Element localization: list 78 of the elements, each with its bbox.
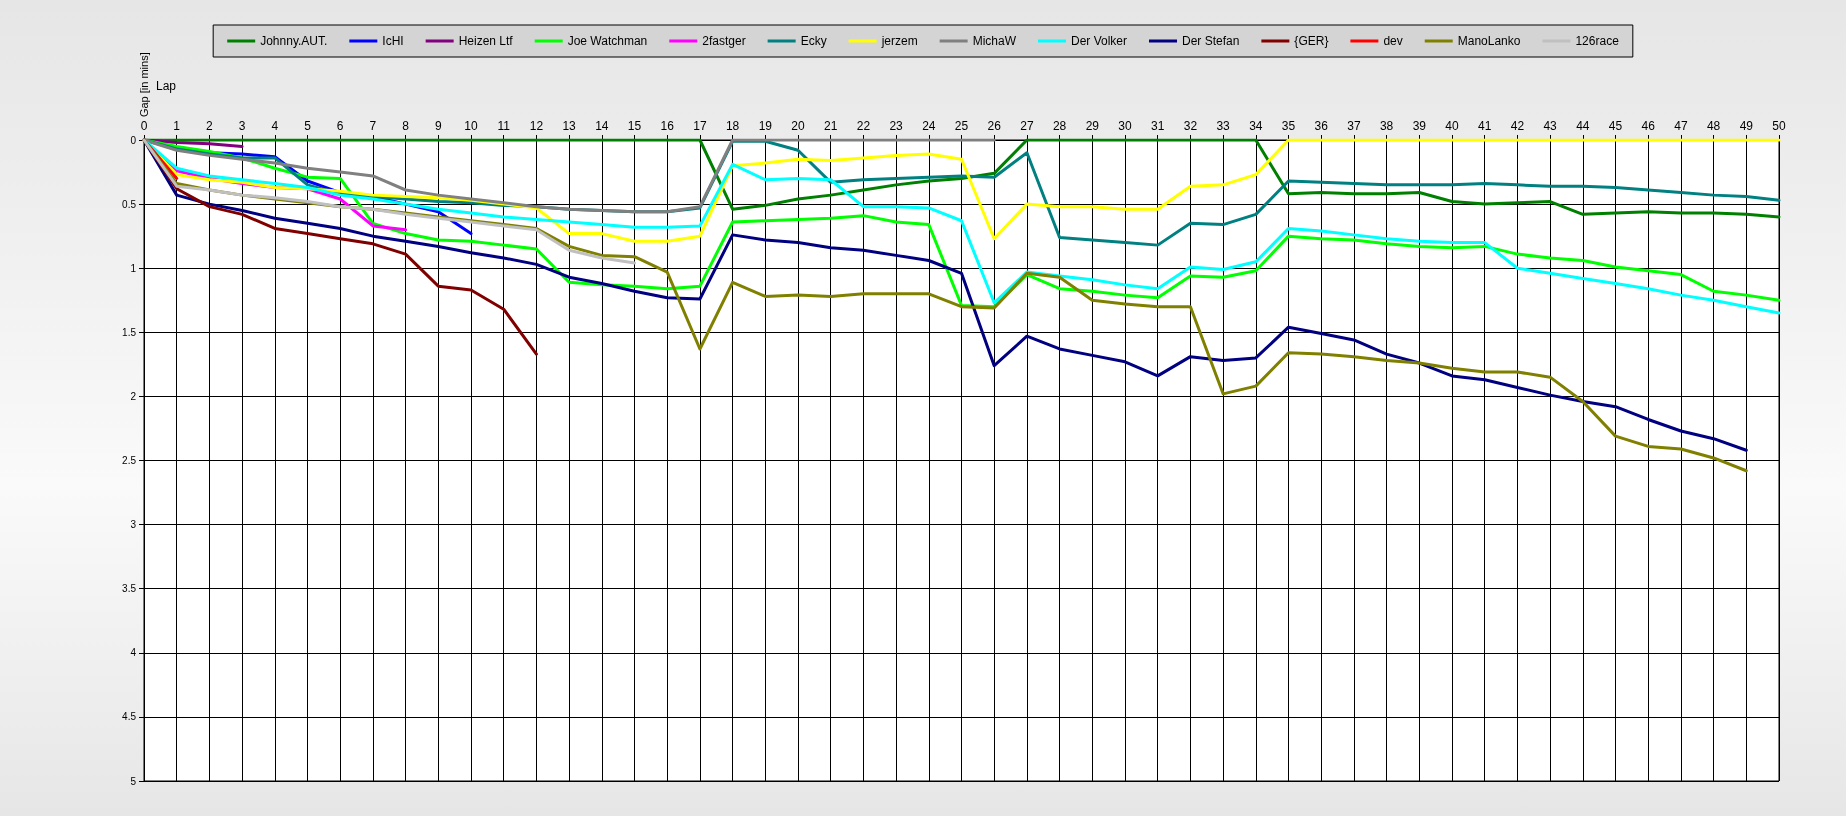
y-tick-label: 5 [130, 775, 137, 787]
legend-label: IcHI [382, 34, 404, 48]
x-tick-label: 35 [1281, 119, 1296, 133]
x-tick-label: 46 [1641, 119, 1656, 133]
x-tick-label: 25 [954, 119, 969, 133]
x-tick-label: 7 [369, 119, 377, 133]
x-tick-label: 50 [1772, 119, 1786, 133]
x-tick-label: 1 [173, 119, 181, 133]
x-tick-label: 5 [304, 119, 312, 133]
x-tick-label: 40 [1445, 119, 1459, 133]
legend-label: Joe Watchman [567, 34, 648, 48]
y-tick-label: 3.5 [122, 583, 137, 595]
x-tick-label: 33 [1216, 119, 1231, 133]
legend-label: Der Volker [1070, 34, 1128, 48]
x-tick-label: 28 [1052, 119, 1067, 133]
x-tick-label: 11 [497, 119, 511, 133]
x-tick-label: 38 [1379, 119, 1394, 133]
legend-label: Ecky [800, 34, 827, 48]
legend-label: Johnny.AUT. [260, 34, 328, 48]
y-tick-label: 1.5 [122, 326, 137, 338]
legend-label: Heizen Ltf [458, 34, 514, 48]
x-tick-label: 39 [1412, 119, 1427, 133]
x-tick-label: 2 [206, 119, 214, 133]
x-tick-label: 43 [1543, 119, 1558, 133]
y-axis-title: Gap [in mins] [138, 52, 150, 118]
legend-label: MichaW [972, 34, 1017, 48]
legend-label: Der Stefan [1182, 34, 1240, 48]
x-tick-label: 17 [693, 119, 707, 133]
x-tick-label: 8 [402, 119, 410, 133]
x-tick-label: 27 [1020, 119, 1034, 133]
legend-label: ManoLanko [1457, 34, 1521, 48]
x-tick-label: 21 [824, 119, 838, 133]
legend-label: 2fastger [702, 34, 746, 48]
x-tick-label: 49 [1739, 119, 1754, 133]
x-tick-label: 20 [791, 119, 805, 133]
x-tick-label: 29 [1085, 119, 1100, 133]
y-tick-label: 3 [130, 519, 137, 531]
x-tick-label: 45 [1608, 119, 1623, 133]
legend-label: dev [1383, 34, 1403, 48]
y-tick-label: 2.5 [122, 455, 137, 466]
legend-label: jerzem [880, 34, 918, 48]
x-tick-label: 30 [1118, 119, 1132, 133]
x-tick-label: 34 [1249, 119, 1263, 133]
x-tick-label: 23 [889, 119, 904, 133]
y-tick-label: 4 [130, 647, 137, 659]
legend-label: 126race [1575, 34, 1620, 48]
x-tick-label: 3 [238, 119, 246, 133]
x-tick-label: 6 [336, 119, 344, 133]
x-tick-label: 16 [660, 119, 675, 133]
x-tick-label: 14 [595, 119, 609, 133]
x-tick-label: 9 [434, 119, 442, 133]
x-tick-label: 18 [725, 119, 740, 133]
x-tick-label: 13 [562, 119, 577, 133]
x-tick-label: 26 [987, 119, 1002, 133]
x-tick-label: 41 [1478, 119, 1492, 133]
x-tick-label: 24 [922, 119, 936, 133]
x-tick-label: 44 [1576, 119, 1590, 133]
y-tick-label: 0.5 [122, 198, 137, 210]
y-tick-label: 1 [130, 262, 137, 274]
x-tick-label: 32 [1183, 119, 1198, 133]
y-tick-label: 2 [130, 390, 137, 402]
x-tick-label: 12 [529, 119, 544, 133]
x-tick-label: 22 [856, 119, 871, 133]
x-tick-label: 0 [140, 119, 148, 133]
x-tick-label: 31 [1151, 119, 1165, 133]
x-tick-label: 37 [1347, 119, 1361, 133]
y-tick-label: 4.5 [122, 711, 137, 723]
x-tick-label: 10 [464, 119, 478, 133]
x-tick-label: 48 [1706, 119, 1721, 133]
x-tick-label: 19 [758, 119, 773, 133]
legend-label: {GER} [1294, 34, 1329, 48]
x-tick-label: 4 [271, 119, 279, 133]
x-tick-label: 42 [1510, 119, 1525, 133]
y-tick-label: 0 [130, 134, 137, 146]
x-tick-label: 15 [627, 119, 642, 133]
x-tick-label: 36 [1314, 119, 1329, 133]
x-tick-label: 47 [1674, 119, 1688, 133]
x-axis-title: Lap [156, 79, 177, 93]
